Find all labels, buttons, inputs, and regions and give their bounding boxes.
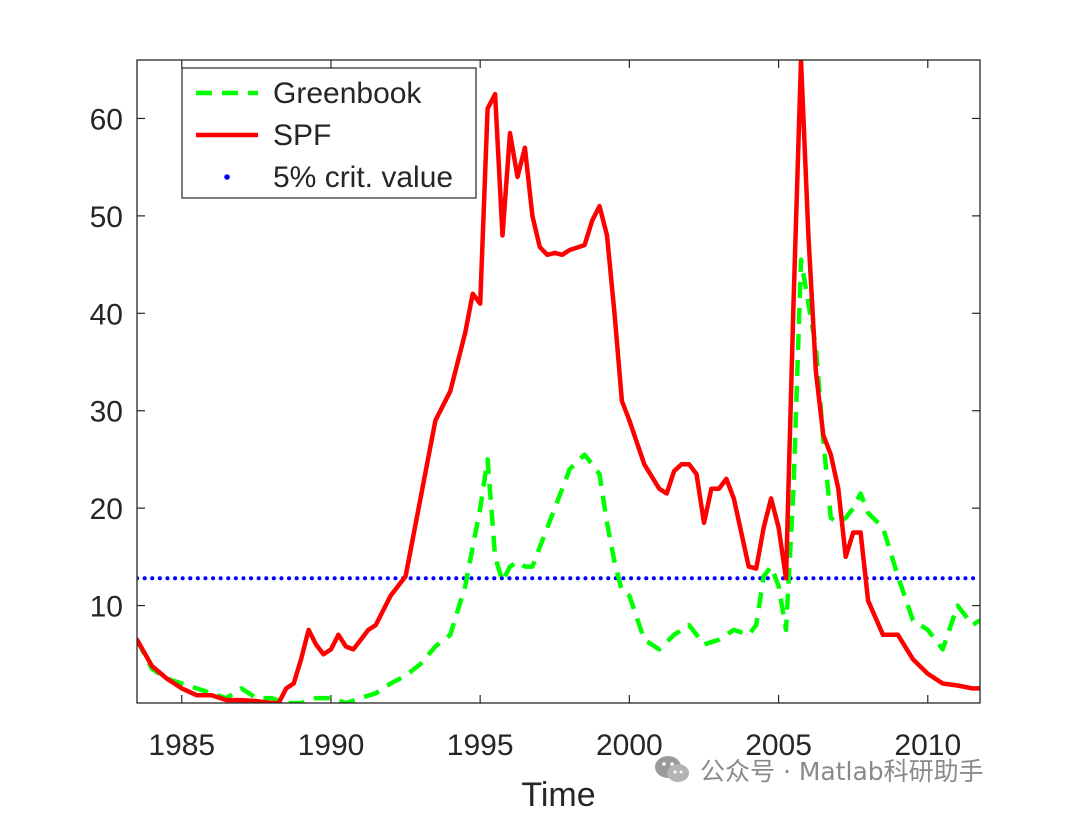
legend-spf-label: SPF [273, 119, 331, 152]
series-layer [137, 60, 980, 703]
x-tick-label: 2000 [596, 729, 663, 762]
x-tick-label: 2010 [894, 729, 961, 762]
legend: Greenbook SPF 5% crit. value [181, 67, 477, 199]
x-axis-label: Time [521, 776, 595, 814]
y-tick-label: 60 [90, 103, 123, 136]
legend-crit-value-label: 5% crit. value [273, 161, 453, 194]
y-tick-label: 40 [90, 298, 123, 331]
y-tick-label: 10 [90, 591, 123, 624]
y-tick-label: 20 [90, 493, 123, 526]
watermark-text: 公众号 · Matlab科研助手 [700, 757, 984, 786]
y-axis: 10 20 30 40 50 60 [90, 103, 980, 624]
x-axis: 1985 1990 1995 2000 2005 2010 [148, 60, 961, 762]
y-tick-label: 30 [90, 396, 123, 429]
wechat-icon [655, 756, 689, 782]
watermark: 公众号 · Matlab科研助手 [652, 752, 984, 788]
plot-frame [136, 59, 981, 704]
x-tick-label: 1995 [447, 729, 514, 762]
x-tick-label: 1990 [298, 729, 365, 762]
spf-series-line [137, 60, 980, 703]
x-tick-label: 1985 [148, 729, 215, 762]
legend-crit-value-swatch [224, 174, 230, 180]
x-tick-label: 2005 [745, 729, 812, 762]
greenbook-series-line [137, 257, 980, 703]
y-tick-label: 50 [90, 201, 123, 234]
legend-greenbook-label: Greenbook [273, 77, 422, 110]
